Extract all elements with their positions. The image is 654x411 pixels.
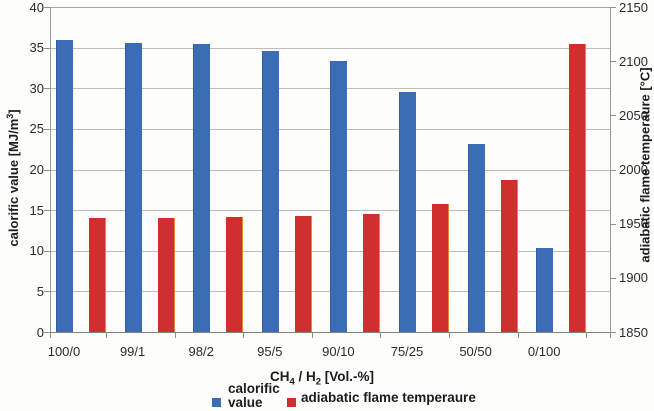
bar-calorific-75/25 bbox=[399, 92, 416, 332]
x-category-label-98/2: 98/2 bbox=[188, 344, 214, 359]
bar-calorific-99/1 bbox=[124, 42, 142, 333]
x-category-label-99/1: 99/1 bbox=[119, 344, 146, 359]
x-title-sub1: 4 bbox=[289, 376, 295, 388]
x-category-label-90/10: 90/10 bbox=[322, 344, 355, 359]
x-title-sub2: 2 bbox=[315, 376, 322, 388]
right-axis-tick bbox=[610, 223, 616, 225]
right-axis-tick bbox=[610, 169, 616, 171]
bar-flame-temp-95/5 bbox=[294, 216, 312, 332]
x-axis-title: CH4 / H2 [Vol.-%] bbox=[270, 369, 374, 388]
gridline-40 bbox=[50, 7, 610, 8]
x-category-label-75/25: 75/25 bbox=[390, 344, 424, 359]
x-axis-tick bbox=[586, 333, 588, 338]
bar-flame-temp-98/2 bbox=[226, 217, 244, 332]
bottom-axis-line bbox=[50, 332, 611, 333]
left-axis-tick-label: 10 bbox=[29, 243, 44, 259]
bar-flame-temp-90/10 bbox=[363, 213, 381, 332]
x-axis-tick bbox=[243, 333, 245, 338]
x-axis-tick bbox=[610, 333, 611, 338]
left-axis-title: calorific value [MJ/m3] bbox=[5, 109, 21, 246]
left-axis-tick-label: 35 bbox=[29, 40, 44, 56]
x-category-label-0/100: 0/100 bbox=[527, 344, 561, 359]
x-title-p3: [Vol.-%] bbox=[321, 369, 375, 384]
right-axis-tick-label: 2000 bbox=[619, 162, 648, 177]
x-axis-tick bbox=[311, 333, 313, 338]
left-axis-line bbox=[50, 7, 51, 332]
right-axis-tick-label: 1850 bbox=[619, 324, 648, 340]
bar-calorific-50/50 bbox=[467, 143, 485, 332]
bar-calorific-0/100 bbox=[536, 247, 554, 332]
x-axis-tick bbox=[517, 333, 519, 338]
left-axis-tick-label: 15 bbox=[29, 202, 44, 218]
legend-calorific-line1: calorific bbox=[228, 381, 280, 396]
legend-swatch-flame-temp bbox=[287, 398, 296, 407]
left-axis-tick bbox=[44, 210, 50, 212]
right-axis-tick bbox=[610, 115, 616, 117]
left-axis-tick-label: 25 bbox=[29, 121, 44, 137]
left-axis-tick bbox=[44, 47, 50, 49]
x-axis-tick bbox=[50, 333, 51, 338]
bar-calorific-90/10 bbox=[330, 61, 348, 332]
left-axis-tick bbox=[44, 128, 50, 130]
legend-label-calorific: calorific value bbox=[228, 382, 280, 410]
left-axis-tick bbox=[44, 7, 50, 8]
bar-flame-temp-99/1 bbox=[157, 218, 175, 333]
right-axis-tick-label: 1900 bbox=[619, 270, 648, 286]
left-axis-tick-label: 40 bbox=[29, 0, 44, 15]
bar-calorific-95/5 bbox=[261, 50, 279, 332]
gridline-5 bbox=[50, 291, 610, 293]
x-title-p1: CH bbox=[269, 369, 290, 384]
bar-calorific-98/2 bbox=[193, 44, 211, 332]
x-axis-tick bbox=[106, 333, 107, 338]
left-axis-title-text: calorific value [MJ/m bbox=[6, 118, 22, 247]
x-category-label-50/50: 50/50 bbox=[459, 344, 492, 359]
left-axis-title-sup: 3 bbox=[4, 113, 15, 119]
left-axis-tick-label: 20 bbox=[29, 162, 44, 177]
gridline-25 bbox=[50, 128, 610, 130]
gridline-10 bbox=[50, 250, 610, 252]
legend-swatch-calorific bbox=[212, 398, 221, 407]
bar-flame-temp-75/25 bbox=[432, 204, 449, 332]
x-axis-tick bbox=[380, 333, 382, 338]
left-axis-tick bbox=[44, 169, 50, 171]
x-axis-tick bbox=[174, 333, 176, 338]
bar-flame-temp-0/100 bbox=[569, 43, 587, 332]
x-category-label-95/5: 95/5 bbox=[257, 344, 283, 359]
legend-label-flame-temp: adiabatic flame temperaure bbox=[301, 390, 476, 405]
gridline-15 bbox=[50, 210, 610, 212]
gridline-35 bbox=[50, 47, 610, 49]
left-axis-tick bbox=[44, 250, 50, 252]
left-axis-tick bbox=[44, 332, 50, 333]
right-axis-tick bbox=[610, 61, 616, 63]
x-category-label-100/0: 100/0 bbox=[47, 344, 81, 359]
right-axis-tick-label: 2050 bbox=[619, 107, 648, 123]
right-axis-tick-label: 2100 bbox=[619, 53, 648, 69]
left-axis-tick-label: 30 bbox=[29, 80, 44, 96]
right-axis-tick bbox=[610, 277, 616, 279]
left-axis-title-end: ] bbox=[6, 109, 22, 114]
gridline-30 bbox=[50, 88, 610, 90]
right-axis-title: adiabatic flame temperaure [°C] bbox=[637, 67, 653, 263]
bar-calorific-100/0 bbox=[56, 40, 73, 332]
left-axis-tick-label: 0 bbox=[36, 324, 44, 340]
legend-calorific-line2: value bbox=[228, 395, 263, 410]
right-axis-tick-label: 1950 bbox=[619, 216, 648, 232]
x-title-p2: / H bbox=[294, 369, 316, 384]
left-axis-tick bbox=[44, 291, 50, 293]
left-axis-tick-label: 5 bbox=[36, 283, 44, 299]
gridline-20 bbox=[50, 169, 610, 171]
bar-flame-temp-50/50 bbox=[500, 180, 518, 332]
bar-flame-temp-100/0 bbox=[89, 218, 106, 333]
right-axis-tick bbox=[610, 332, 616, 333]
right-axis-tick bbox=[610, 7, 616, 8]
right-axis-tick-label: 2150 bbox=[619, 0, 648, 15]
left-axis-tick bbox=[44, 88, 50, 90]
x-axis-tick bbox=[449, 333, 450, 338]
